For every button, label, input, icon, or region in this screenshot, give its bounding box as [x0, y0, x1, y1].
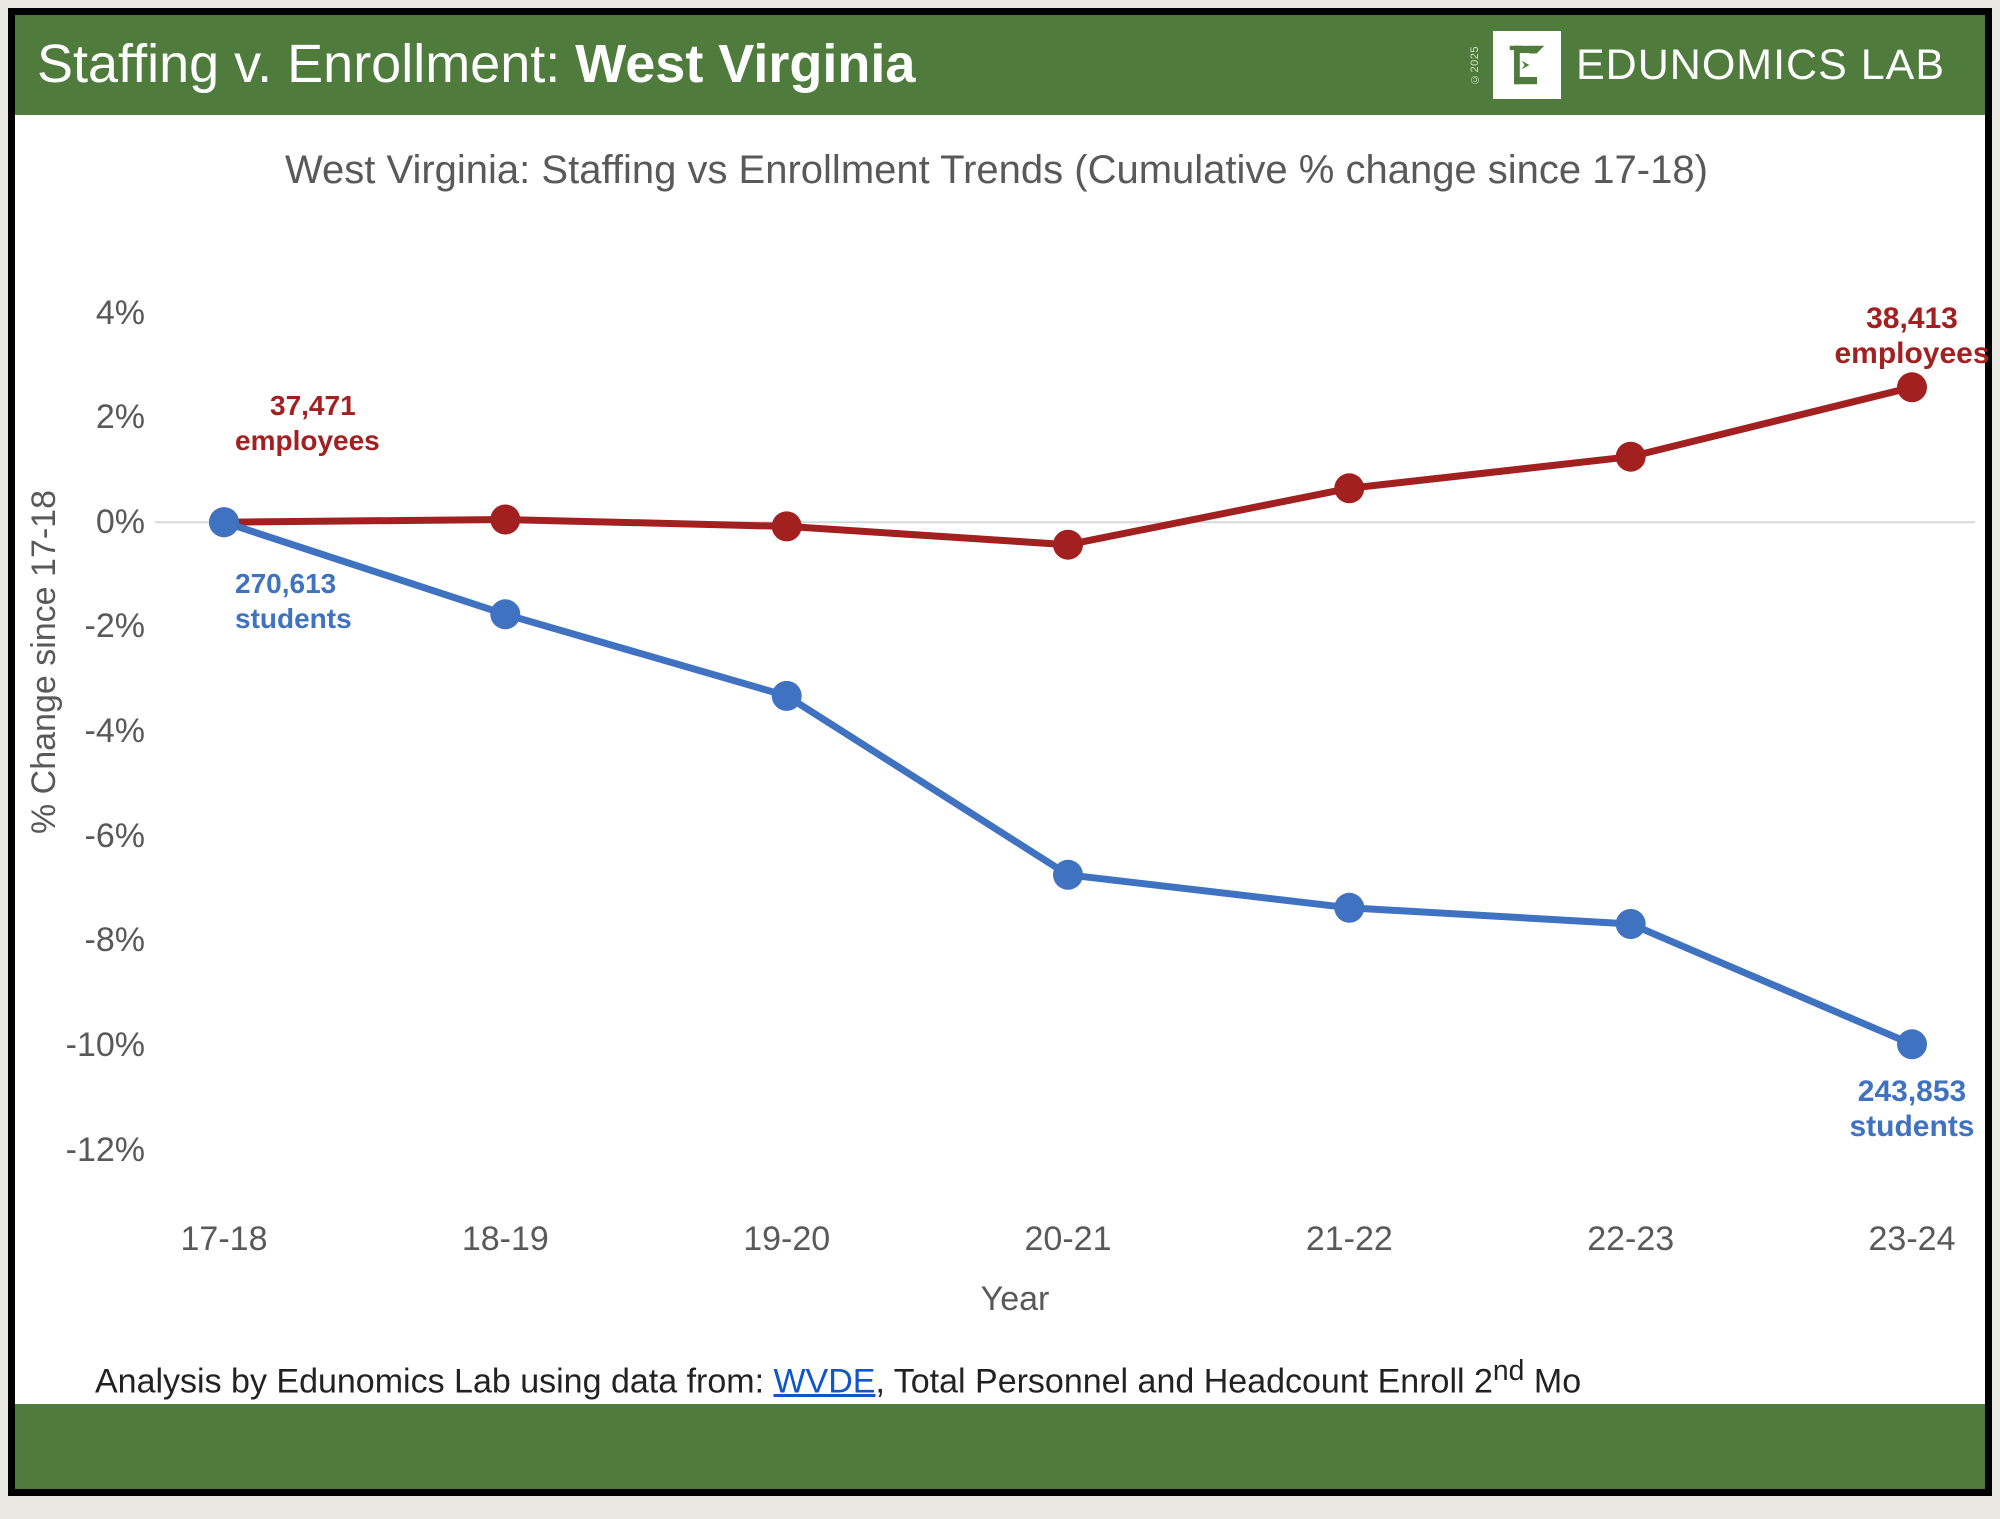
svg-text:-12%: -12% [66, 1131, 145, 1169]
svg-text:37,471: 37,471 [270, 390, 356, 421]
svg-text:employees: employees [1834, 337, 1989, 370]
svg-text:-2%: -2% [85, 607, 145, 645]
svg-text:0%: 0% [96, 503, 145, 541]
svg-text:-10%: -10% [66, 1026, 145, 1064]
svg-text:243,853: 243,853 [1858, 1075, 1966, 1108]
svg-text:-8%: -8% [85, 921, 145, 959]
svg-text:18-19: 18-19 [462, 1220, 549, 1258]
svg-text:21-22: 21-22 [1306, 1220, 1393, 1258]
svg-text:employees: employees [235, 425, 380, 456]
svg-text:-4%: -4% [85, 712, 145, 750]
svg-text:19-20: 19-20 [743, 1220, 830, 1258]
svg-text:23-24: 23-24 [1869, 1220, 1956, 1258]
svg-text:-6%: -6% [85, 817, 145, 855]
svg-text:students: students [235, 603, 352, 634]
svg-text:4%: 4% [96, 294, 145, 332]
svg-text:22-23: 22-23 [1587, 1220, 1674, 1258]
svg-text:% Change since 17-18: % Change since 17-18 [25, 490, 63, 834]
svg-text:38,413: 38,413 [1866, 302, 1958, 335]
svg-text:2%: 2% [96, 398, 145, 436]
svg-text:270,613: 270,613 [235, 568, 336, 599]
svg-text:20-21: 20-21 [1025, 1220, 1112, 1258]
svg-text:Year: Year [981, 1280, 1050, 1318]
svg-text:students: students [1849, 1110, 1974, 1143]
svg-text:17-18: 17-18 [181, 1220, 268, 1258]
